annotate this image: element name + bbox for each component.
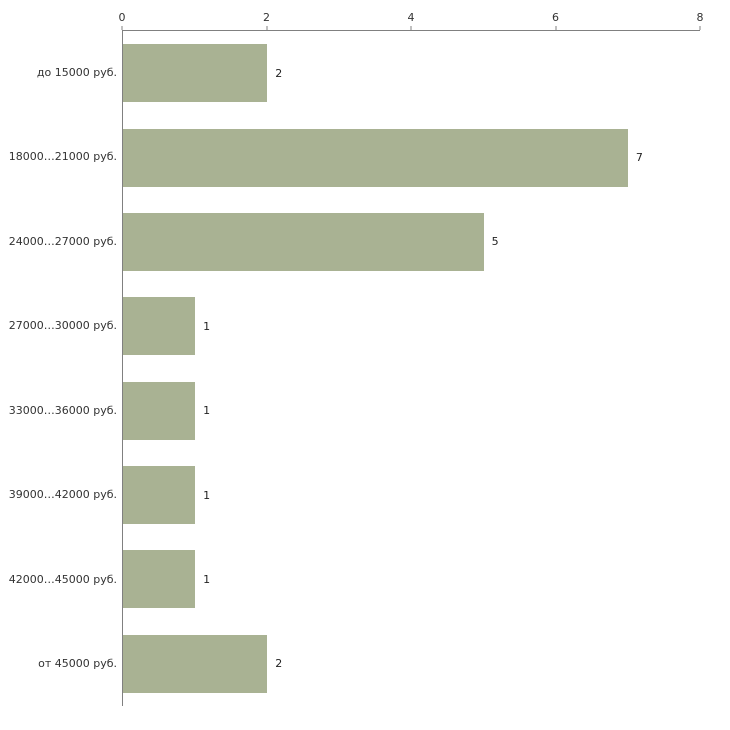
category-label: от 45000 руб. bbox=[38, 657, 117, 671]
bar-value-label: 1 bbox=[203, 488, 211, 502]
bar-row: 1 bbox=[123, 537, 700, 621]
bar bbox=[123, 297, 196, 356]
category-label: 24000…27000 руб. bbox=[8, 234, 117, 248]
bar bbox=[123, 128, 628, 187]
x-axis: 0 2 4 6 8 bbox=[118, 0, 704, 30]
bar-row: 5 bbox=[123, 200, 700, 284]
bar-row: 7 bbox=[123, 115, 700, 199]
bar bbox=[123, 381, 196, 440]
bar-value-label: 2 bbox=[275, 657, 283, 671]
bar-value-label: 1 bbox=[203, 572, 211, 586]
category-label: 39000…42000 руб. bbox=[8, 488, 117, 502]
bar-row: 1 bbox=[123, 453, 700, 537]
x-tick-mark bbox=[410, 26, 412, 30]
bar-row: 1 bbox=[123, 369, 700, 453]
bar-row: 2 bbox=[123, 31, 700, 115]
x-tick-mark bbox=[699, 26, 701, 30]
x-tick-label: 2 bbox=[263, 11, 270, 24]
bar-row: 2 bbox=[123, 622, 700, 706]
x-tick-label: 6 bbox=[552, 11, 559, 24]
bar-value-label: 2 bbox=[275, 66, 283, 80]
plot-area: 2 7 5 1 1 1 1 2 bbox=[122, 30, 700, 706]
x-tick-mark bbox=[266, 26, 267, 30]
category-label: 27000…30000 руб. bbox=[8, 319, 117, 333]
category-label: 33000…36000 руб. bbox=[8, 403, 117, 417]
x-tick-mark bbox=[121, 26, 123, 30]
bar-value-label: 7 bbox=[635, 151, 643, 165]
y-axis-category-labels: до 15000 руб. 18000…21000 руб. 24000…27000… bbox=[0, 30, 117, 706]
category-label: 42000…45000 руб. bbox=[8, 572, 117, 586]
x-tick-label: 8 bbox=[696, 11, 704, 24]
x-tick-label: 4 bbox=[407, 11, 415, 24]
bar bbox=[123, 466, 196, 525]
x-tick-mark bbox=[555, 26, 556, 30]
bar-row: 1 bbox=[123, 284, 700, 368]
bar bbox=[123, 212, 484, 271]
bar bbox=[123, 550, 196, 609]
category-label: 18000…21000 руб. bbox=[8, 150, 117, 164]
bar-value-label: 5 bbox=[491, 235, 499, 249]
bar bbox=[123, 44, 268, 103]
bar-value-label: 1 bbox=[203, 404, 211, 418]
bar-value-label: 1 bbox=[203, 319, 211, 333]
category-label: до 15000 руб. bbox=[36, 65, 117, 79]
bar bbox=[123, 634, 268, 693]
x-tick-label: 0 bbox=[118, 11, 126, 24]
